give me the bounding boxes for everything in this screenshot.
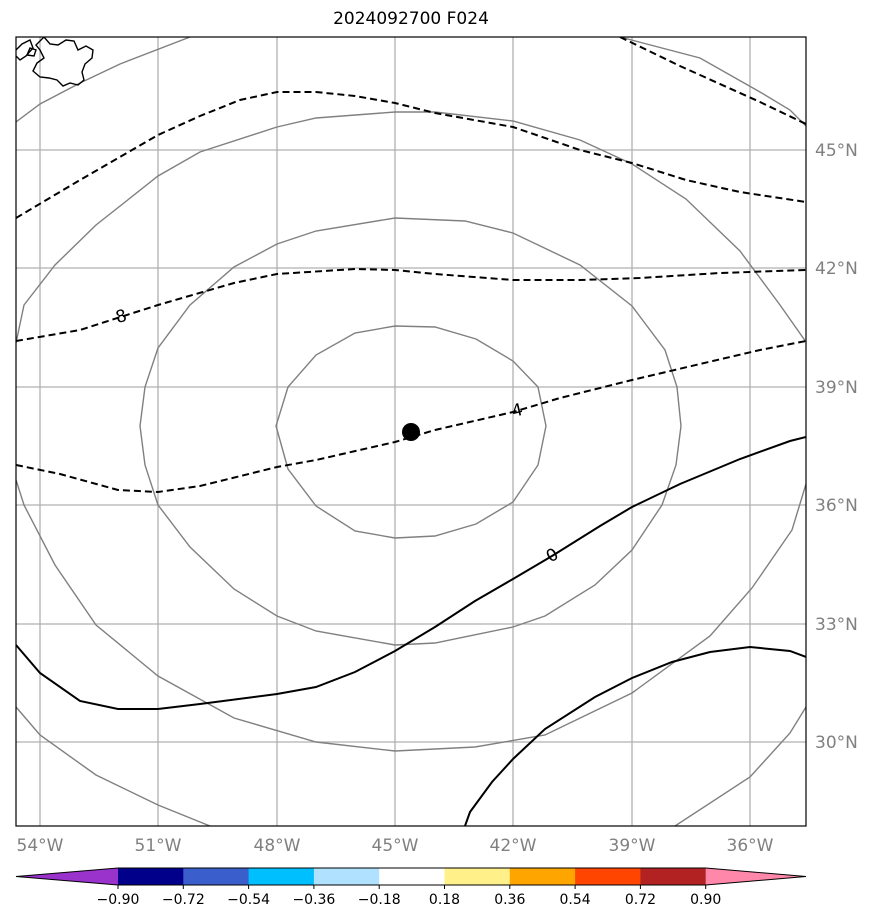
colorbar-tick-label: 0.18: [429, 892, 460, 908]
distance-ring-4b: [619, 37, 806, 127]
lat-label: 39°N: [815, 378, 858, 398]
contour-label-4: 4: [510, 400, 525, 422]
distance-ring-4c: [16, 706, 211, 826]
colorbar-segment: [509, 868, 576, 885]
map-frame: [15, 36, 807, 827]
lon-label: 48°W: [254, 836, 301, 856]
distance-ring-3c: [16, 111, 396, 344]
coastline: [16, 37, 94, 87]
lat-label: 30°N: [815, 733, 858, 753]
colorbar-tick-label: −0.54: [227, 892, 270, 908]
distance-ring-4: [16, 37, 191, 123]
contour-label-0: 0: [543, 544, 563, 567]
colorbar-extend-high: [705, 868, 806, 885]
colorbar-ticks: −0.90 −0.72 −0.54 −0.36 −0.18 0.18 0.36 0.54 0.7…: [97, 885, 721, 908]
lat-labels: 45°N 42°N 39°N 36°N 33°N 30°N: [815, 141, 858, 753]
colorbar-segment: [640, 868, 707, 885]
colorbar-tick-label: 0.90: [690, 892, 721, 908]
colorbar-extend-low: [16, 868, 118, 885]
colorbar-tick-label: −0.18: [358, 892, 401, 908]
colorbar-tick-label: 0.72: [625, 892, 656, 908]
colorbar-segment: [575, 868, 641, 885]
colorbar-segment: [379, 868, 445, 885]
lat-label: 33°N: [815, 615, 858, 635]
contour-0: [16, 436, 806, 710]
lon-label: 51°W: [135, 836, 182, 856]
colorbar-segment: [248, 868, 315, 885]
distance-ring-2: [139, 217, 682, 646]
distance-ring-3: [395, 111, 806, 343]
map-title: 2024092700 F024: [333, 9, 489, 29]
lon-labels: 54°W 51°W 48°W 45°W 42°W 39°W 36°W: [17, 836, 774, 856]
dashed-contours: [16, 37, 806, 494]
distance-ring-3b: [16, 479, 806, 752]
colorbar-segment: [183, 868, 250, 885]
lon-label: 42°W: [490, 836, 537, 856]
contour-label-8: 8: [114, 306, 129, 328]
colorbar-tick-label: −0.36: [292, 892, 335, 908]
colorbar-tick-label: 0.36: [494, 892, 525, 908]
distance-ring-4d: [674, 706, 806, 826]
colorbar-tick-label: −0.72: [162, 892, 205, 908]
colorbar-segment: [313, 868, 380, 885]
colorbar-tick-label: 0.54: [560, 892, 591, 908]
contour-8: [16, 267, 806, 342]
colorbar-segment: [118, 868, 184, 885]
colorbar-segment: [444, 868, 511, 885]
lat-label: 42°N: [815, 259, 858, 279]
distance-ring-1: [275, 325, 547, 539]
lon-label: 54°W: [17, 836, 64, 856]
colorbar-tick-label: −0.90: [97, 892, 140, 908]
colorbar: [15, 867, 807, 886]
lon-label: 45°W: [372, 836, 419, 856]
contour-4: [16, 340, 806, 494]
lat-label: 36°N: [815, 496, 858, 516]
lon-label: 36°W: [727, 836, 774, 856]
storm-center-marker: [402, 423, 420, 441]
lon-label: 39°W: [609, 836, 656, 856]
contour-neg-4: [464, 645, 806, 826]
contour-labels: 8 4 0: [114, 306, 563, 567]
lat-label: 45°N: [815, 141, 858, 161]
contour-12-ne: [619, 37, 806, 125]
contour-12-north: [16, 91, 806, 219]
solid-contours: [16, 436, 806, 826]
